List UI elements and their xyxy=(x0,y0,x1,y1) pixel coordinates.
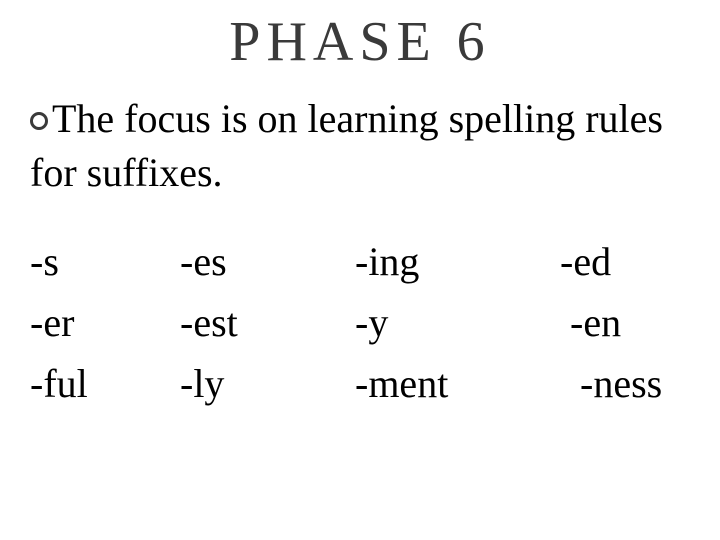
description-text: The focus is on learning spelling rules … xyxy=(30,96,663,195)
bullet-icon xyxy=(30,112,48,130)
suffix-cell: -er xyxy=(30,299,180,346)
suffix-cell: -y xyxy=(355,299,560,346)
suffix-cell: -ed xyxy=(560,238,690,285)
description-block: The focus is on learning spelling rules … xyxy=(30,92,690,200)
suffix-cell: -ing xyxy=(355,238,560,285)
suffix-cell: -ly xyxy=(180,360,355,407)
suffix-cell: -ful xyxy=(30,360,180,407)
slide-title: PHASE 6 xyxy=(30,10,690,74)
suffix-grid: -s -es -ing -ed -er -est -y -en -ful -ly… xyxy=(30,238,690,407)
suffix-cell: -ness xyxy=(560,360,690,407)
suffix-cell: -en xyxy=(560,299,690,346)
suffix-cell: -s xyxy=(30,238,180,285)
suffix-cell: -es xyxy=(180,238,355,285)
suffix-cell: -est xyxy=(180,299,355,346)
suffix-cell: -ment xyxy=(355,360,560,407)
